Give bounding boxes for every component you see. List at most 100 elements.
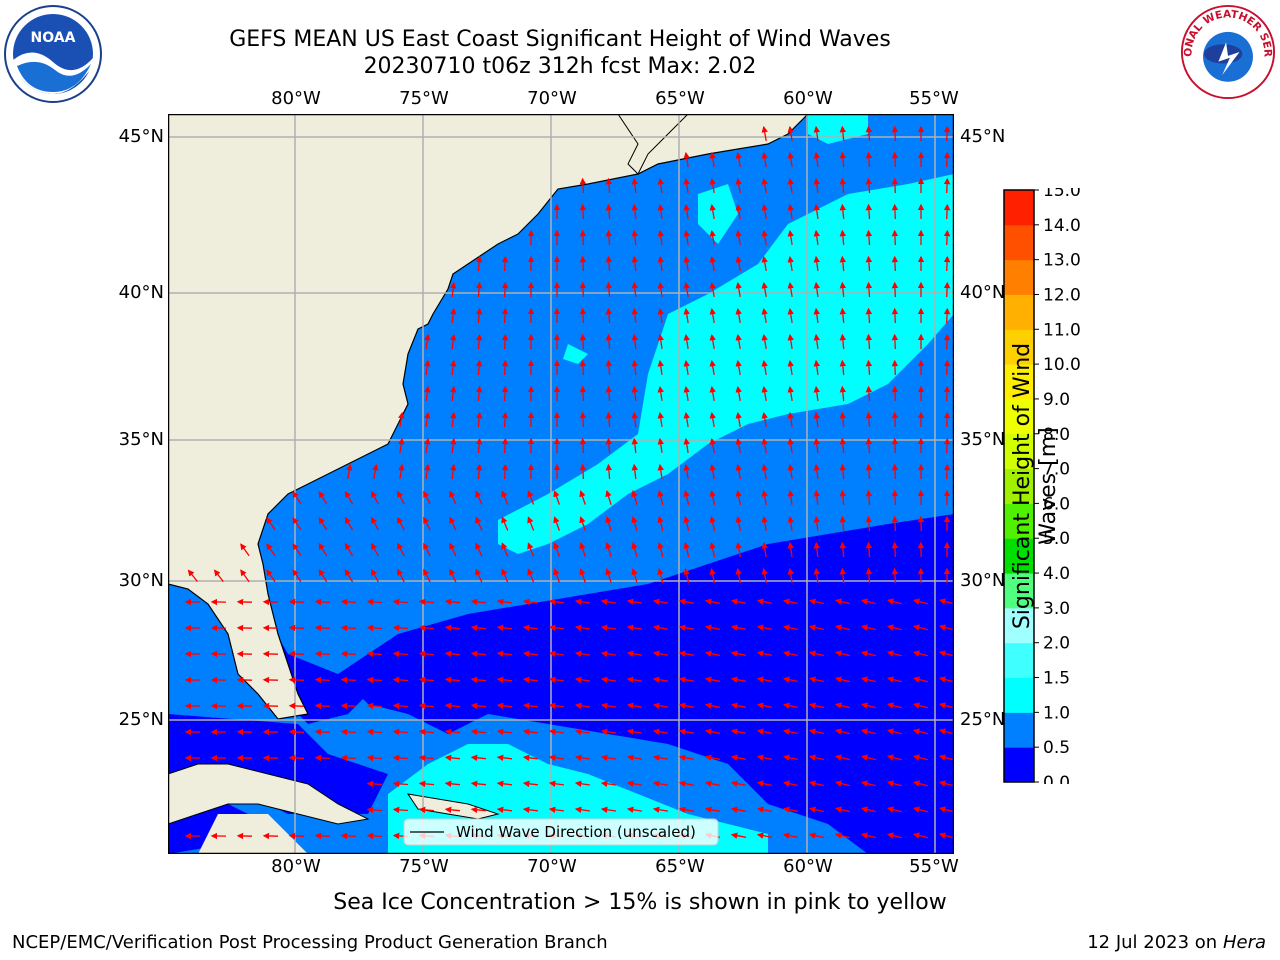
noaa-logo: NOAA	[4, 5, 102, 103]
wind-arrow	[314, 754, 331, 762]
wind-arrow	[392, 676, 409, 684]
map-title: GEFS MEAN US East Coast Significant Heig…	[229, 27, 891, 52]
wind-arrow	[553, 542, 561, 557]
wind-arrow	[657, 255, 664, 271]
wind-arrow	[839, 151, 847, 168]
wind-arrow	[579, 177, 587, 194]
wind-arrow	[449, 568, 457, 583]
wind-arrow	[314, 650, 331, 658]
wind-arrow	[344, 568, 354, 583]
wind-arrow	[938, 676, 954, 683]
colorbar-tick-label: 0.0	[1043, 773, 1070, 784]
wind-arrow	[735, 333, 742, 350]
wind-arrow	[605, 463, 613, 480]
colorbar-segment	[1004, 642, 1034, 679]
wind-arrow	[626, 780, 643, 787]
wind-arrow	[782, 676, 798, 683]
wind-arrow	[865, 437, 873, 454]
wind-arrow	[886, 676, 902, 683]
lat-label-left: 30°N	[118, 570, 164, 591]
wind-arrow	[423, 516, 431, 531]
wind-arrow	[424, 359, 431, 375]
wind-arrow	[527, 542, 535, 557]
wind-arrow	[704, 624, 721, 631]
wind-arrow	[605, 490, 612, 505]
wind-arrow	[943, 359, 951, 376]
wind-arrow	[449, 463, 457, 479]
wind-arrow	[782, 598, 798, 605]
wind-arrow	[418, 624, 435, 632]
wind-arrow	[444, 702, 461, 710]
wind-arrow	[756, 676, 773, 683]
wind-arrow	[787, 489, 794, 505]
wind-arrow	[782, 624, 798, 631]
wind-arrow	[344, 542, 354, 557]
wind-arrow	[418, 754, 435, 762]
wind-arrow	[735, 385, 742, 402]
wind-arrow	[424, 463, 431, 479]
wind-arrow	[891, 359, 899, 376]
wind-arrow	[938, 624, 954, 631]
wind-arrow	[522, 754, 538, 762]
wind-arrow	[761, 281, 768, 298]
wind-arrow	[423, 568, 431, 583]
wind-arrow	[553, 490, 561, 505]
wind-arrow	[683, 541, 690, 557]
wind-arrow	[631, 490, 638, 505]
wind-arrow	[626, 676, 643, 683]
wind-arrow	[652, 598, 669, 605]
colorbar-segment	[1004, 364, 1034, 400]
wind-arrow	[787, 333, 794, 350]
wind-arrow	[782, 650, 798, 657]
colorbar-segment	[1004, 224, 1034, 261]
wind-arrow	[496, 806, 513, 814]
wind-arrow	[678, 676, 695, 683]
wind-arrow	[314, 702, 331, 710]
wind-arrow	[938, 806, 954, 813]
wind-arrow	[761, 515, 768, 532]
wind-arrow	[475, 516, 483, 531]
wind-arrow	[865, 359, 873, 376]
wind-arrow	[678, 650, 695, 657]
wind-arrow	[314, 598, 331, 606]
wind-arrow	[657, 541, 664, 557]
wind-arrow	[288, 832, 305, 840]
wind-arrow	[366, 806, 383, 814]
colorbar-tick-label: 1.5	[1043, 669, 1070, 689]
map-area[interactable]: Wind Wave Direction (unscaled)	[167, 113, 955, 855]
wind-arrow	[288, 598, 305, 606]
wind-arrow	[730, 624, 747, 631]
wind-arrow	[938, 702, 954, 709]
wind-arrow	[787, 385, 794, 402]
wind-arrow	[392, 754, 409, 762]
wind-arrow	[475, 333, 483, 350]
lon-label-top: 75°W	[399, 88, 449, 109]
wind-arrow	[782, 806, 798, 813]
wind-arrow	[548, 650, 564, 657]
wind-arrow	[318, 490, 328, 505]
wind-arrow	[709, 229, 716, 246]
wind-arrow	[813, 359, 820, 375]
wind-arrow	[709, 567, 716, 583]
wind-arrow	[808, 832, 824, 839]
lon-label-top: 80°W	[271, 88, 321, 109]
wind-arrow	[839, 411, 847, 428]
wind-arrow	[756, 832, 773, 839]
wind-arrow	[600, 754, 616, 761]
wind-arrow	[631, 516, 638, 531]
wind-arrow	[813, 333, 820, 349]
wind-arrow	[475, 437, 483, 454]
wind-arrow	[912, 780, 928, 787]
colorbar-label: Significant Height of Wind Waves [m]	[1010, 342, 1061, 630]
wind-arrow	[683, 203, 690, 220]
wind-arrow	[424, 333, 431, 349]
wind-arrow	[344, 516, 354, 531]
wind-arrow	[860, 806, 876, 813]
wind-arrow	[657, 307, 664, 323]
wind-arrow	[579, 463, 587, 480]
wind-arrow	[865, 125, 873, 142]
wind-arrow	[579, 281, 587, 298]
wind-arrow	[657, 385, 664, 401]
wind-arrow	[943, 281, 951, 298]
wind-arrow	[943, 333, 951, 350]
